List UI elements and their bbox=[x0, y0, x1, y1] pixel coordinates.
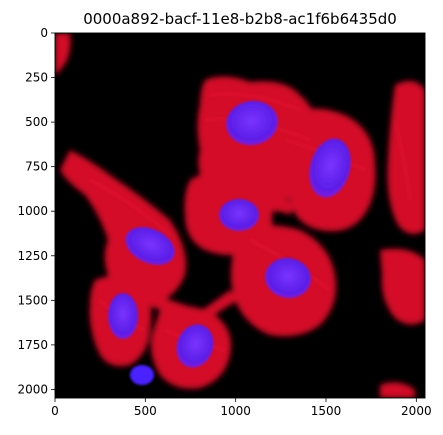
y-tick-label: 500 bbox=[25, 115, 48, 129]
y-tick-label: 250 bbox=[25, 71, 48, 85]
figure-title: 0000a892-bacf-11e8-b2b8-ac1f6b6435d0 bbox=[83, 10, 397, 28]
x-tick-label: 1500 bbox=[311, 404, 342, 418]
nuclei-layer bbox=[108, 100, 351, 385]
x-tick-label: 1000 bbox=[220, 404, 251, 418]
x-tick-label: 0 bbox=[51, 404, 59, 418]
y-tick-label: 1500 bbox=[17, 293, 48, 307]
x-axis: 0 500 1000 1500 2000 bbox=[51, 398, 432, 418]
axes-frame bbox=[54, 32, 426, 399]
y-tick-label: 0 bbox=[40, 26, 48, 40]
y-tick-label: 750 bbox=[25, 160, 48, 174]
y-axis: 0 250 500 750 1000 1250 1500 1750 2000 bbox=[17, 26, 55, 396]
x-tick-label: 2000 bbox=[401, 404, 432, 418]
microscopy-image bbox=[55, 33, 425, 398]
x-tick-label: 500 bbox=[134, 404, 157, 418]
y-tick-label: 2000 bbox=[17, 382, 48, 396]
y-tick-label: 1250 bbox=[17, 249, 48, 263]
y-tick-label: 1750 bbox=[17, 338, 48, 352]
y-tick-label: 1000 bbox=[17, 204, 48, 218]
